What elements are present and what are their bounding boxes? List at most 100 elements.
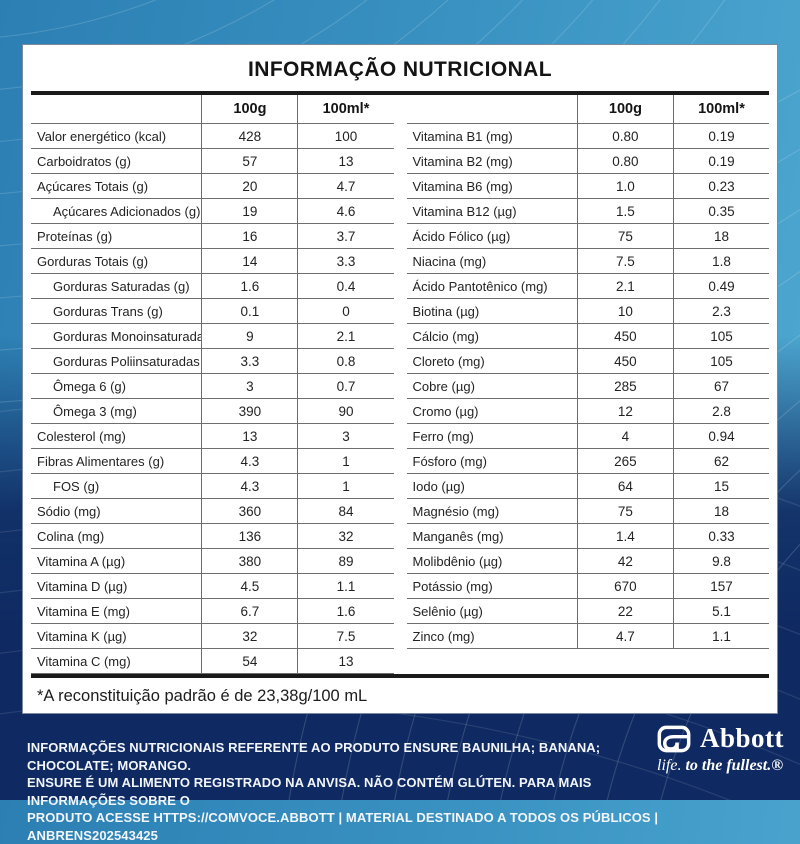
row-label: Vitamina B6 (mg): [412, 178, 513, 194]
row-label: Ácido Fólico (µg): [412, 228, 511, 244]
table-row: Vitamina C (mg) 54 13: [31, 649, 394, 674]
value-100ml: 0.33: [672, 524, 769, 548]
value-100g: 450: [576, 349, 673, 373]
table-row: Gorduras Trans (g) 0.1 0: [31, 299, 394, 324]
table-row: Vitamina B6 (mg) 1.0 0.23: [406, 174, 769, 199]
table-row: Colesterol (mg) 13 3: [31, 424, 394, 449]
table-row: Vitamina E (mg) 6.7 1.6: [31, 599, 394, 624]
value-100g: 4.3: [201, 449, 297, 473]
table-row: Magnésio (mg) 75 18: [406, 499, 769, 524]
value-100g: 4.3: [201, 474, 297, 498]
value-100g: 13: [201, 424, 297, 448]
row-label: Gorduras Totais (g): [37, 253, 149, 269]
value-100g: 136: [201, 524, 297, 548]
row-label: Cálcio (mg): [412, 328, 479, 344]
value-100g: 380: [201, 549, 297, 573]
value-100g: 3: [201, 374, 297, 398]
row-label: Ácido Pantotênico (mg): [412, 278, 548, 294]
table-row: Gorduras Saturadas (g) 1.6 0.4: [31, 274, 394, 299]
table-row: Colina (mg) 136 32: [31, 524, 394, 549]
nutrition-tables: 100g 100ml* Valor energético (kcal) 428 100 C…: [31, 95, 769, 674]
row-label: Vitamina C (mg): [37, 653, 131, 669]
table-row: Biotina (µg) 10 2.3: [406, 299, 769, 324]
table-header-row: 100g 100ml*: [31, 95, 394, 124]
table-row: FOS (g) 4.3 1: [31, 474, 394, 499]
value-100ml: 5.1: [672, 599, 769, 623]
table-row: Vitamina K (µg) 32 7.5: [31, 624, 394, 649]
row-label: Cloreto (mg): [412, 353, 485, 369]
row-label: Colina (mg): [37, 528, 105, 544]
table-row: Vitamina B1 (mg) 0.80 0.19: [406, 124, 769, 149]
header-empty-cell: [407, 95, 577, 123]
value-100ml: 0.8: [297, 349, 393, 373]
value-100ml: 7.5: [297, 624, 393, 648]
row-label: Ferro (mg): [412, 428, 474, 444]
row-label: Molibdênio (µg): [412, 553, 503, 569]
value-100g: 1.5: [576, 199, 673, 223]
value-100ml: 1: [297, 474, 393, 498]
row-label: Vitamina B12 (µg): [412, 203, 517, 219]
value-100g: 4: [576, 424, 673, 448]
value-100ml: 32: [297, 524, 393, 548]
value-100g: 10: [576, 299, 673, 323]
row-label: Magnésio (mg): [412, 503, 500, 519]
value-100ml: 1.1: [297, 574, 393, 598]
value-100ml: 1.1: [672, 624, 769, 648]
abbott-logo-row: Abbott: [657, 723, 789, 754]
row-label: Carboidratos (g): [37, 153, 131, 169]
value-100ml: 0.94: [672, 424, 769, 448]
page-title: INFORMAÇÃO NUTRICIONAL: [248, 58, 552, 81]
value-100g: 1.0: [576, 174, 673, 198]
value-100g: 428: [201, 124, 297, 148]
value-100g: 1.6: [201, 274, 297, 298]
row-label: Proteínas (g): [37, 228, 113, 244]
table-row: Ômega 3 (mg) 390 90: [31, 399, 394, 424]
value-100ml: 4.6: [297, 199, 393, 223]
bottom-rule: [31, 674, 769, 678]
abbott-tagline: life. to the fullest.®: [657, 757, 789, 775]
legal-text-line: INFORMAÇÕES NUTRICIONAIS REFERENTE AO PR…: [27, 740, 601, 773]
table-row: Molibdênio (µg) 42 9.8: [406, 549, 769, 574]
value-100g: 670: [576, 574, 673, 598]
value-100g: 19: [201, 199, 297, 223]
value-100ml: 2.3: [672, 299, 769, 323]
header-100ml: 100ml*: [672, 95, 769, 123]
row-label: Colesterol (mg): [37, 428, 126, 444]
table-row: Cálcio (mg) 450 105: [406, 324, 769, 349]
row-label: Vitamina B1 (mg): [412, 128, 513, 144]
table-row: Gorduras Poliinsaturadas (g)3.30.8: [31, 349, 394, 374]
table-row: Carboidratos (g) 57 13: [31, 149, 394, 174]
table-row: Açúcares Totais (g) 20 4.7: [31, 174, 394, 199]
table-row: Potássio (mg) 670 157: [406, 574, 769, 599]
row-label: Vitamina D (µg): [37, 578, 128, 594]
value-100ml: 100: [297, 124, 393, 148]
table-row: Proteínas (g) 16 3.7: [31, 224, 394, 249]
row-label: Sódio (mg): [37, 503, 101, 519]
value-100g: 42: [576, 549, 673, 573]
value-100ml: 2.8: [672, 399, 769, 423]
row-label: Valor energético (kcal): [37, 128, 167, 144]
row-label: Vitamina B2 (mg): [412, 153, 513, 169]
value-100ml: 2.1: [297, 324, 393, 348]
value-100ml: 15: [672, 474, 769, 498]
nutrition-table-left: 100g 100ml* Valor energético (kcal) 428 100 C…: [31, 95, 394, 674]
value-100g: 0.1: [201, 299, 297, 323]
row-label: Fósforo (mg): [412, 453, 487, 469]
value-100ml: 157: [672, 574, 769, 598]
value-100ml: 1: [297, 449, 393, 473]
value-100g: 390: [201, 399, 297, 423]
value-100ml: 18: [672, 224, 769, 248]
row-label: Açúcares Adicionados (g): [53, 203, 201, 219]
table-header-row: 100g 100ml*: [406, 95, 769, 124]
value-100ml: 67: [672, 374, 769, 398]
row-label: Gorduras Trans (g): [53, 303, 163, 319]
value-100ml: 13: [297, 649, 393, 673]
header-100g: 100g: [201, 95, 297, 123]
row-label: Potássio (mg): [412, 578, 493, 594]
value-100ml: 18: [672, 499, 769, 523]
table-row: Manganês (mg) 1.4 0.33: [406, 524, 769, 549]
row-label: Ômega 3 (mg): [53, 403, 137, 419]
tagline-bold: to the fullest.®: [685, 757, 784, 774]
header-empty-cell: [31, 95, 201, 123]
row-label: Niacina (mg): [412, 253, 487, 269]
